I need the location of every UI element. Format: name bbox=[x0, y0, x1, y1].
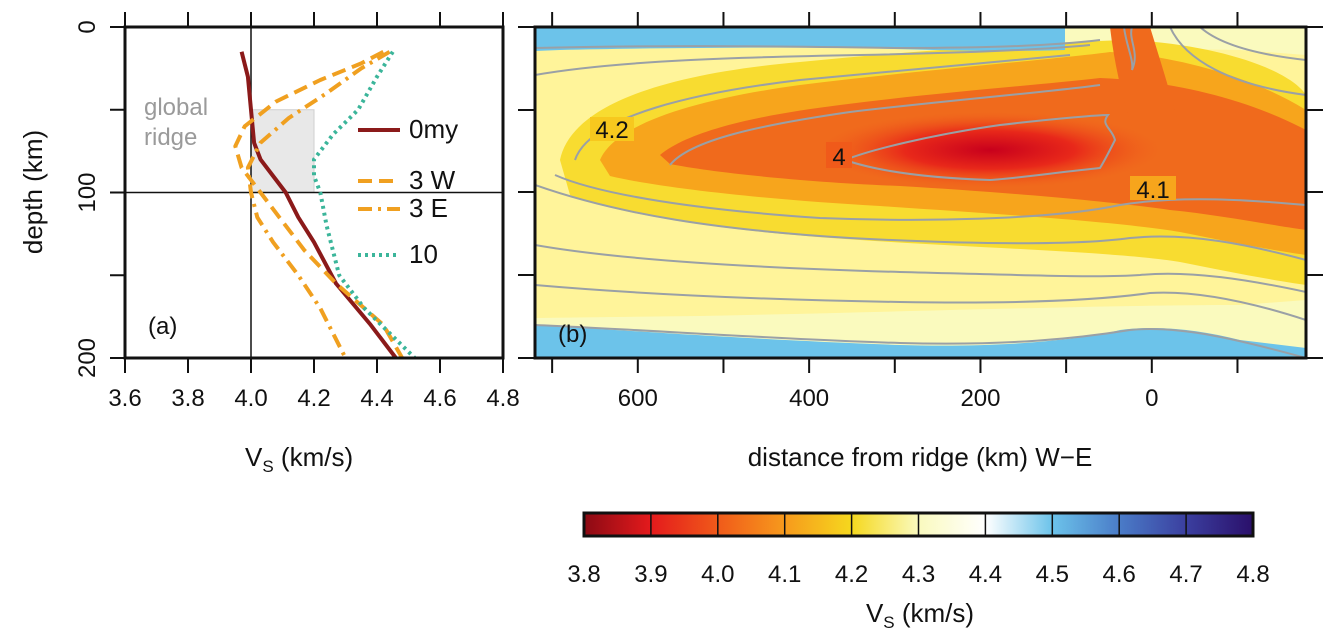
contour-label-bg bbox=[590, 117, 634, 141]
contour-line bbox=[535, 284, 1306, 321]
contour-label-4-2: 4.2 bbox=[595, 117, 628, 144]
x-tick-label: 600 bbox=[618, 385, 658, 412]
contour-line bbox=[554, 174, 1306, 221]
y-tick-label: 100 bbox=[74, 172, 101, 212]
panel-b: 4.2 4 4.1 600 400 200 0 (b) distance from r… bbox=[518, 12, 1323, 472]
panel-a-x-ticks: 3.6 3.8 4.0 4.2 4.4 4.6 4.8 bbox=[108, 12, 520, 412]
heatmap-fast-top bbox=[535, 27, 1065, 51]
y-tick-label: 0 bbox=[74, 20, 101, 33]
contour-line bbox=[535, 184, 1306, 261]
series-line-3-e bbox=[245, 50, 391, 358]
x-tick-label: 200 bbox=[960, 385, 1000, 412]
panel-a: 3.6 3.8 4.0 4.2 4.4 4.6 4.8 0 100 200 global rid… bbox=[18, 12, 520, 476]
colorbar-tick-label: 4.3 bbox=[902, 561, 935, 588]
heatmap-ridge-plume bbox=[1110, 27, 1180, 150]
colorbar-tick-label: 4.6 bbox=[1103, 561, 1136, 588]
contour-line bbox=[535, 39, 1101, 50]
legend-label: 10 bbox=[409, 239, 438, 269]
global-ridge-label-line1: global bbox=[144, 94, 208, 121]
contour-line bbox=[842, 113, 1117, 182]
panel-a-x-axis-label: VS (km/s) bbox=[245, 442, 353, 476]
x-tick-label: 3.6 bbox=[108, 385, 141, 412]
legend-label: 3 E bbox=[409, 193, 448, 223]
panel-a-plot-area bbox=[125, 27, 503, 358]
colorbar-tick-label: 4.8 bbox=[1236, 561, 1269, 588]
colorbar-tick-label: 4.4 bbox=[969, 561, 1002, 588]
panel-a-label: (a) bbox=[148, 313, 177, 340]
contour-lines bbox=[535, 27, 1306, 358]
contour-label-4: 4 bbox=[832, 144, 845, 171]
heatmap-hot-core bbox=[820, 112, 1160, 188]
x-tick-label: 4.0 bbox=[234, 385, 267, 412]
global-ridge-label-line2: ridge bbox=[144, 124, 197, 151]
x-tick-label: 400 bbox=[789, 385, 829, 412]
panel-b-x-axis-label: distance from ridge (km) W−E bbox=[748, 442, 1093, 472]
contour-line bbox=[1123, 27, 1136, 71]
panel-a-y-ticks: 0 100 200 bbox=[74, 20, 125, 378]
panel-a-y-axis-label: depth (km) bbox=[18, 130, 48, 254]
contour-label-4-1: 4.1 bbox=[1136, 177, 1169, 204]
panel-a-legend: 0my 3 W3 E 10 bbox=[358, 114, 458, 269]
contour-line bbox=[1199, 27, 1306, 61]
x-tick-label: 0 bbox=[1145, 385, 1158, 412]
contour-line bbox=[535, 324, 1306, 358]
colorbar-tick-label: 4.0 bbox=[701, 561, 734, 588]
colorbar-ticks: 3.8 3.9 4.0 4.1 4.2 4.3 4.4 4.5 4.6 4.7 4.8 bbox=[567, 513, 1270, 588]
y-tick-label: 200 bbox=[74, 338, 101, 378]
contour-label-bg bbox=[826, 142, 852, 168]
colorbar-label: VS (km/s) bbox=[866, 598, 974, 632]
legend-label: 3 W bbox=[409, 165, 456, 195]
x-tick-label: 4.8 bbox=[486, 385, 519, 412]
contour-line bbox=[535, 244, 1306, 293]
panel-b-y-ticks bbox=[518, 26, 1323, 359]
contour-label-bg bbox=[1130, 176, 1176, 200]
x-tick-label: 4.6 bbox=[423, 385, 456, 412]
x-tick-label: 4.2 bbox=[297, 385, 330, 412]
contour-line bbox=[1169, 27, 1306, 96]
panel-b-heatmap: 4.2 4 4.1 bbox=[535, 27, 1306, 358]
panel-b-x-ticks: 600 400 200 0 bbox=[551, 12, 1239, 412]
panel-b-label: (b) bbox=[558, 321, 587, 348]
contour-line bbox=[669, 84, 1101, 166]
panel-a-series bbox=[233, 50, 417, 358]
x-tick-label: 3.8 bbox=[171, 385, 204, 412]
colorbar-tick-label: 4.7 bbox=[1169, 561, 1202, 588]
colorbar-tick-label: 4.2 bbox=[835, 561, 868, 588]
colorbar-tick-label: 4.5 bbox=[1036, 561, 1069, 588]
contour-line bbox=[535, 44, 1091, 76]
colorbar-tick-label: 4.1 bbox=[768, 561, 801, 588]
colorbar: 3.8 3.9 4.0 4.1 4.2 4.3 4.4 4.5 4.6 4.7 4.8 VS (km… bbox=[567, 511, 1270, 632]
colorbar-tick-label: 3.9 bbox=[634, 561, 667, 588]
legend-label: 0my bbox=[409, 114, 458, 144]
x-tick-label: 4.4 bbox=[360, 385, 393, 412]
colorbar-tick-label: 3.8 bbox=[567, 561, 600, 588]
series-line-3-w bbox=[233, 50, 404, 358]
